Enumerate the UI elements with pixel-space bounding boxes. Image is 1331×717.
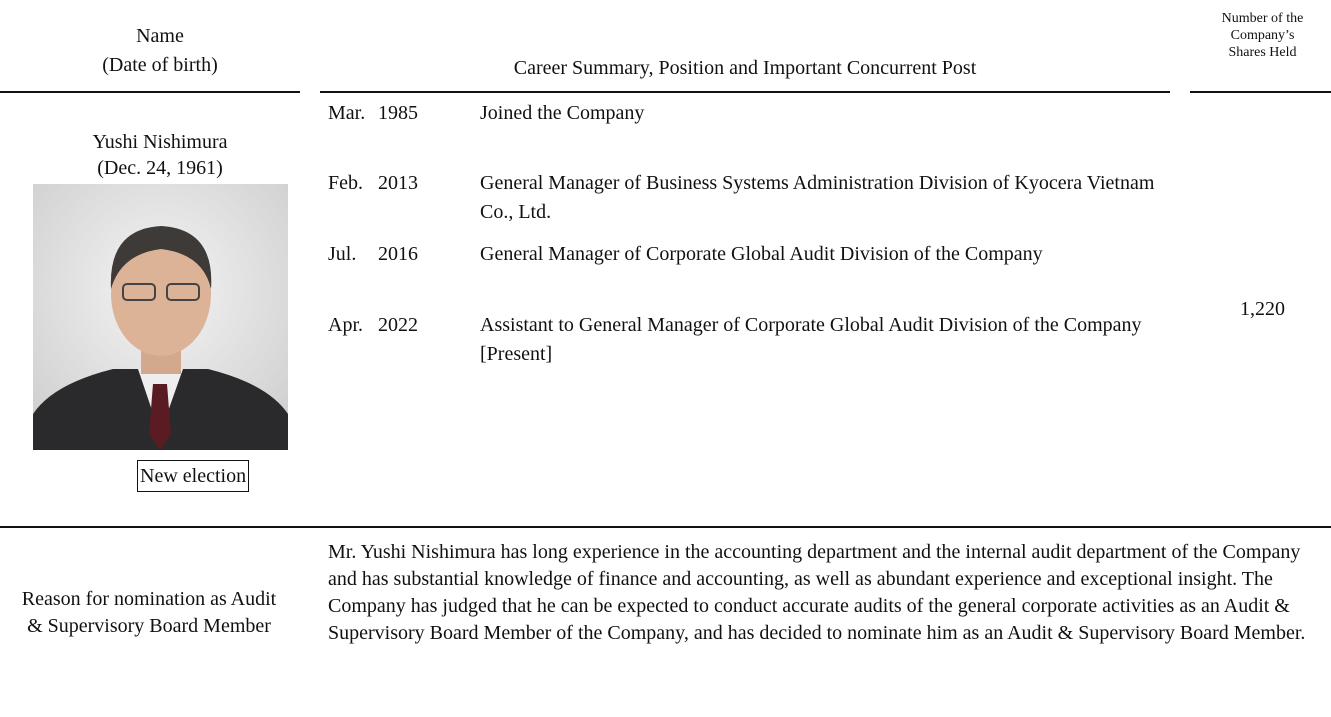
reason-label: Reason for nomination as Audit & Supervi…	[21, 588, 277, 637]
candidate-dob: (Dec. 24, 1961)	[97, 157, 223, 179]
career-year: 2013	[378, 172, 418, 194]
rule	[320, 91, 1170, 93]
career-text: Joined the Company	[480, 102, 645, 124]
name-header: Name	[136, 25, 184, 47]
career-month: Apr.	[328, 314, 363, 336]
rule	[1190, 91, 1331, 93]
career-year: 2016	[378, 243, 418, 265]
photo	[33, 184, 288, 450]
career-month: Feb.	[328, 172, 363, 194]
career-month: Jul.	[328, 243, 357, 265]
candidate-name: Yushi Nishimura	[92, 131, 228, 153]
career-header: Career Summary, Position and Important C…	[513, 57, 977, 79]
shares-header-line: Company’s	[1230, 28, 1295, 43]
shares-header-line: Number of the	[1221, 11, 1304, 26]
career-month: Mar.	[328, 102, 366, 124]
dob-header: (Date of birth)	[102, 54, 218, 76]
rule	[0, 526, 1331, 528]
career-year: 2022	[378, 314, 418, 336]
shares-held: 1,220	[1240, 298, 1285, 320]
shares-header: Number of the Company’s Shares Held	[1190, 10, 1331, 61]
career-text: Assistant to General Manager of Corporat…	[480, 314, 1142, 365]
career-text: General Manager of Corporate Global Audi…	[480, 243, 1043, 265]
rule	[0, 91, 300, 93]
career-year: 1985	[378, 102, 418, 124]
status-box: New election	[137, 460, 250, 492]
shares-header-line: Shares Held	[1228, 45, 1297, 60]
reason-text: Mr. Yushi Nishimura has long experience …	[328, 541, 1306, 644]
career-text: General Manager of Business Systems Admi…	[480, 172, 1155, 223]
